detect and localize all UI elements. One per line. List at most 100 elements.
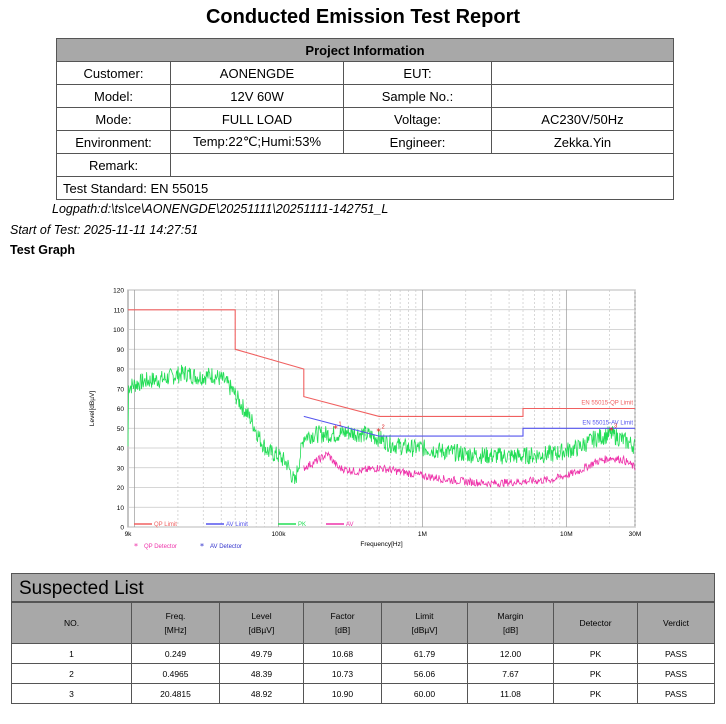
legend-symbol: * [134,542,138,551]
legend-label: PK [298,522,306,528]
table-cell: 49.79 [219,643,304,664]
y-axis-label: Level[dBµV] [89,391,96,426]
table-cell: 0.4965 [131,663,220,684]
limit-line [128,309,635,417]
project-info-heading: Project Information [56,38,674,62]
table-cell: 7.67 [467,663,554,684]
table-cell: PASS [637,683,715,704]
engineer-value: Zekka.Yin [491,130,674,154]
remark-value [170,153,674,177]
x-tick-label: 10M [560,531,573,538]
table-cell: 12.00 [467,643,554,664]
legend-label: QP Detector [144,544,177,550]
table-cell: 0.249 [131,643,220,664]
eut-value [491,61,674,85]
x-tick-label: 1M [418,531,427,538]
table-cell: PK [553,683,638,704]
column-header: NO. [11,602,132,644]
start-of-test: Start of Test: 2025-11-11 14:27:51 [10,223,199,237]
table-cell: 10.90 [303,683,382,704]
limit-line [303,415,635,437]
peak-trace [127,364,636,485]
marker-label: 3 [614,423,617,429]
table-row: 2 0.4965 48.39 10.73 56.06 7.67 PK PASS [11,663,715,684]
y-tick-label: 30 [117,465,125,472]
voltage-value: AC230V/50Hz [491,107,674,131]
eut-label: EUT: [343,61,492,85]
limit-label: EN 55015-AV Limit [582,420,633,426]
column-header: Verdict [637,602,715,644]
column-header: Level [dBµV] [219,602,304,644]
column-header: Margin [dB] [467,602,554,644]
legend-label: AV Detector [210,544,242,550]
table-cell: 48.39 [219,663,304,684]
mode-value: FULL LOAD [170,107,344,131]
voltage-label: Voltage: [343,107,492,131]
y-tick-label: 40 [117,446,125,453]
table-cell: PK [553,663,638,684]
logpath: Logpath:d:\ts\ce\AONENGDE\20251111\20251… [52,202,389,216]
environment-value: Temp:22℃;Humi:53% [170,130,344,154]
legend-label: AV [346,522,354,528]
legend-label: QP Limit [154,522,177,528]
suspected-list: Suspected List NO. Freq. [MHz] Level [dBµV] F… [11,573,715,704]
table-cell: 20.4815 [131,683,220,704]
y-tick-label: 120 [113,288,124,295]
project-info-table: Project Information Customer: AONENGDE E… [56,38,674,200]
column-header: Detector [553,602,638,644]
remark-label: Remark: [56,153,171,177]
sample-no-value [491,84,674,108]
marker-point: * [609,426,614,436]
marker-point: * [333,425,338,435]
table-cell: 61.79 [381,643,468,664]
table-cell: 10.68 [303,643,382,664]
x-tick-label: 9k [125,531,133,538]
table-cell: PASS [637,663,715,684]
x-tick-label: 100k [271,531,286,538]
table-row: 1 0.249 49.79 10.68 61.79 12.00 PK PASS [11,643,715,664]
marker-label: 2 [382,424,385,430]
table-cell: 11.08 [467,683,554,704]
y-tick-label: 110 [114,307,125,314]
av-trace [303,450,636,488]
table-cell: 60.00 [381,683,468,704]
table-cell: 1 [11,643,132,664]
table-cell: 3 [11,683,132,704]
test-graph-heading: Test Graph [10,243,76,257]
table-cell: 48.92 [219,683,304,704]
x-axis-label: Frequency[Hz] [360,541,402,548]
mode-label: Mode: [56,107,171,131]
y-tick-label: 90 [117,347,125,354]
table-cell: 56.06 [381,663,468,684]
legend-label: AV Limit [226,522,248,528]
y-tick-label: 100 [113,327,124,334]
y-tick-label: 10 [117,505,125,512]
marker-point: * [376,427,381,437]
environment-label: Environment: [56,130,171,154]
table-cell: PASS [637,643,715,664]
emission-chart: 0 10 20 30 40 50 60 70 80 90 100 110 120 9k 100k 1M 10M 3… [89,288,642,552]
table-cell: PK [553,643,638,664]
suspected-list-title: Suspected List [11,573,715,602]
report-title: Conducted Emission Test Report [205,6,521,28]
suspected-table: NO. Freq. [MHz] Level [dBµV] Factor [dB] Limit[… [11,602,715,704]
marker-label: 1 [339,422,342,428]
sample-no-label: Sample No.: [343,84,492,108]
customer-value: AONENGDE [170,61,344,85]
model-label: Model: [56,84,171,108]
y-tick-label: 0 [120,525,124,532]
table-cell: 2 [11,663,132,684]
legend-symbol: * [200,542,204,551]
test-standard: Test Standard: EN 55015 [56,176,674,200]
column-header: Limit [dBµV] [381,602,468,644]
limit-label: EN 55015-QP Limit [581,401,633,407]
model-value: 12V 60W [170,84,344,108]
customer-label: Customer: [56,61,171,85]
table-row: 3 20.4815 48.92 10.90 60.00 11.08 PK PASS [11,683,715,704]
column-header: Factor [dB] [303,602,382,644]
y-tick-label: 70 [117,386,125,393]
y-tick-label: 80 [117,367,125,374]
engineer-label: Engineer: [343,130,492,154]
x-tick-label: 30M [629,531,642,538]
column-header: Freq. [MHz] [131,602,220,644]
